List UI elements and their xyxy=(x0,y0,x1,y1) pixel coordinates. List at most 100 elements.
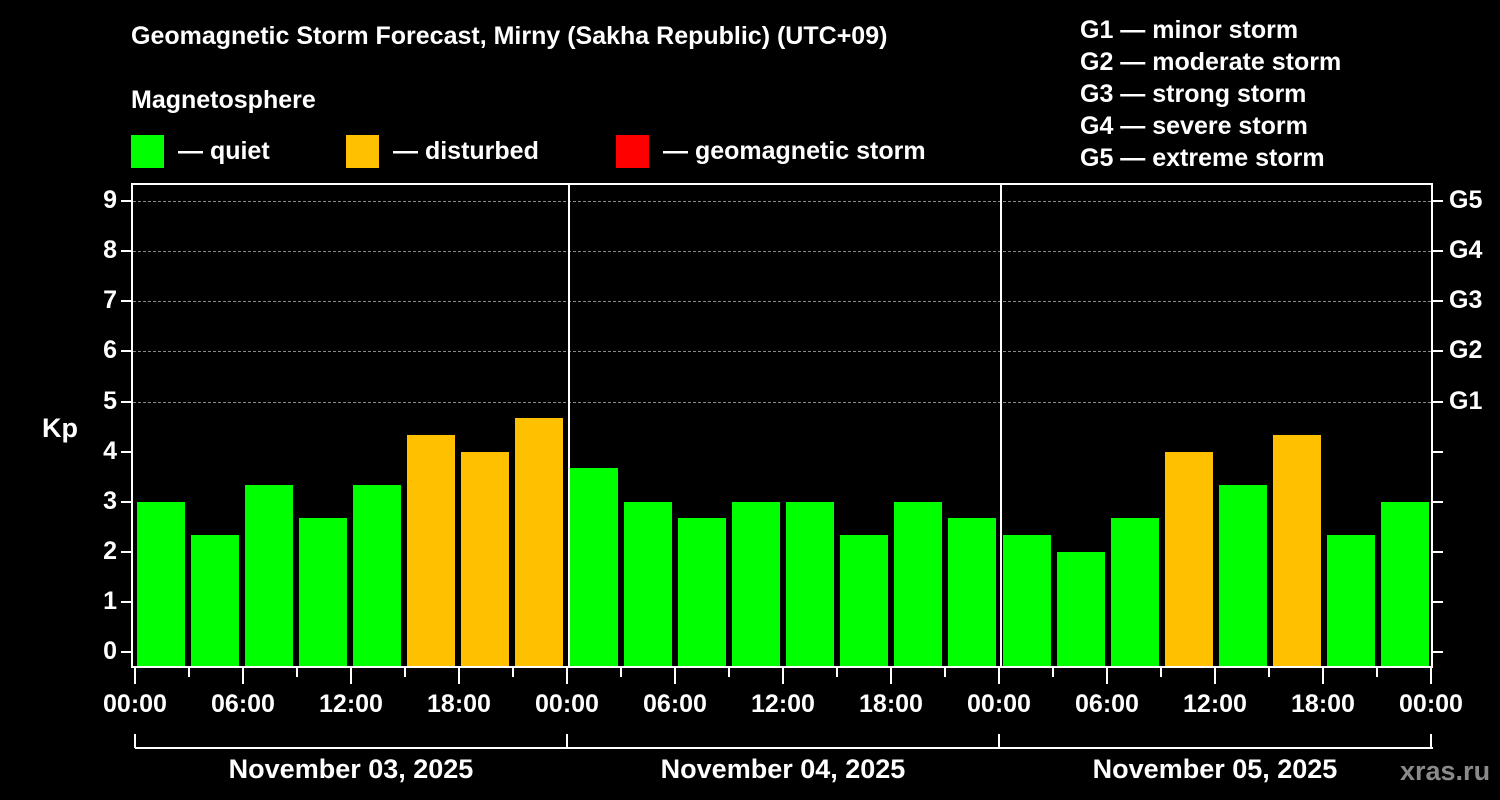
g-legend-item: G4 — severe storm xyxy=(1080,112,1308,140)
x-tick xyxy=(674,668,676,684)
x-tick xyxy=(296,668,298,677)
watermark: xras.ru xyxy=(1400,756,1491,786)
kp-bar xyxy=(1273,435,1321,666)
disturbed-swatch-icon xyxy=(346,134,379,168)
gridline xyxy=(133,251,1431,253)
x-tick xyxy=(1052,668,1054,677)
x-tick xyxy=(404,668,406,677)
x-tick xyxy=(1268,668,1270,677)
x-tick-label: 06:00 xyxy=(211,690,275,718)
kp-bar xyxy=(1165,451,1213,666)
legend-label: — disturbed xyxy=(393,136,539,165)
g-scale-legend: G1 — minor storm G2 — moderate storm G3 … xyxy=(1080,14,1341,174)
y-tick xyxy=(121,400,131,403)
kp-bar xyxy=(732,501,780,666)
x-tick xyxy=(566,668,568,684)
kp-bar xyxy=(353,485,401,666)
x-tick xyxy=(998,668,1000,684)
y-tick-label: 6 xyxy=(103,336,117,365)
g-scale-label: G2 xyxy=(1449,336,1483,365)
kp-bar xyxy=(786,501,834,666)
gridline xyxy=(133,401,1431,403)
y-tick-label: 9 xyxy=(103,186,117,215)
y-tick-label: 4 xyxy=(103,436,117,465)
x-tick xyxy=(134,668,136,684)
y-tick-label: 2 xyxy=(103,536,117,565)
y-tick-right xyxy=(1433,300,1443,303)
y-tick xyxy=(121,651,131,653)
x-tick xyxy=(1430,668,1432,684)
kp-bar xyxy=(948,518,996,666)
g-legend-item: G2 — moderate storm xyxy=(1080,48,1342,76)
g-legend-item: G5 — extreme storm xyxy=(1080,144,1325,172)
date-label: November 03, 2025 xyxy=(228,754,474,784)
x-tick xyxy=(1322,668,1324,684)
legend-label: — quiet xyxy=(178,136,270,165)
y-tick-right xyxy=(1433,350,1443,353)
legend-storm: — geomagnetic storm xyxy=(616,134,926,168)
date-bracket-tick xyxy=(566,734,568,748)
x-tick xyxy=(944,668,946,677)
y-tick-label: 0 xyxy=(103,637,117,665)
legend-disturbed: — disturbed xyxy=(346,134,539,168)
x-tick xyxy=(728,668,730,677)
x-tick-label: 12:00 xyxy=(319,690,383,718)
y-tick xyxy=(121,550,131,553)
y-tick xyxy=(121,300,131,303)
g-scale-label: G5 xyxy=(1449,186,1483,215)
date-label: November 05, 2025 xyxy=(1092,754,1338,784)
x-tick xyxy=(350,668,352,684)
kp-bar xyxy=(1057,551,1105,666)
storm-swatch-icon xyxy=(616,134,649,168)
x-tick-label: 00:00 xyxy=(103,690,167,718)
x-tick-label: 00:00 xyxy=(967,690,1031,718)
date-bracket-tick xyxy=(1430,734,1432,748)
x-tick xyxy=(620,668,622,677)
x-tick-label: 06:00 xyxy=(1075,690,1139,718)
x-tick xyxy=(1106,668,1108,684)
kp-bar xyxy=(515,418,563,666)
date-label: November 04, 2025 xyxy=(660,754,906,784)
kp-bar xyxy=(245,485,293,666)
y-tick-right xyxy=(1433,550,1443,553)
kp-bar xyxy=(461,451,509,666)
x-tick xyxy=(836,668,838,677)
legend-quiet: — quiet xyxy=(131,134,270,168)
kp-bar xyxy=(678,518,726,666)
y-tick-label: 3 xyxy=(103,486,117,515)
x-tick xyxy=(188,668,190,677)
kp-bar xyxy=(137,501,185,666)
y-tick-right xyxy=(1433,200,1443,203)
x-tick xyxy=(512,668,514,677)
gridline xyxy=(133,301,1431,303)
day-separator xyxy=(568,183,570,668)
kp-bar xyxy=(1381,501,1429,666)
kp-bar xyxy=(1219,485,1267,666)
kp-bar xyxy=(1111,518,1159,666)
g-legend-item: G1 — minor storm xyxy=(1080,16,1299,44)
x-tick xyxy=(1214,668,1216,684)
kp-bar xyxy=(1003,535,1051,666)
g-scale-label: G3 xyxy=(1449,286,1483,315)
x-tick-label: 00:00 xyxy=(535,690,599,718)
g-legend-item: G3 — strong storm xyxy=(1080,80,1307,108)
y-tick-right xyxy=(1433,600,1443,603)
x-tick xyxy=(782,668,784,684)
x-tick-label: 06:00 xyxy=(643,690,707,718)
date-bracket-tick xyxy=(998,734,1000,748)
day-separator xyxy=(1000,183,1002,668)
y-tick xyxy=(121,600,131,603)
y-tick xyxy=(121,450,131,453)
x-tick xyxy=(890,668,892,684)
x-tick-label: 12:00 xyxy=(1183,690,1247,718)
plot-area xyxy=(131,183,1433,668)
x-tick-label: 18:00 xyxy=(427,690,491,718)
x-tick-label: 18:00 xyxy=(859,690,923,718)
kp-bar xyxy=(407,435,455,666)
g-scale-label: G1 xyxy=(1449,386,1483,415)
y-tick xyxy=(121,250,131,253)
y-tick-right xyxy=(1433,651,1443,653)
y-tick-label: 8 xyxy=(103,236,117,265)
y-tick-label: 7 xyxy=(103,286,117,315)
quiet-swatch-icon xyxy=(131,134,164,168)
